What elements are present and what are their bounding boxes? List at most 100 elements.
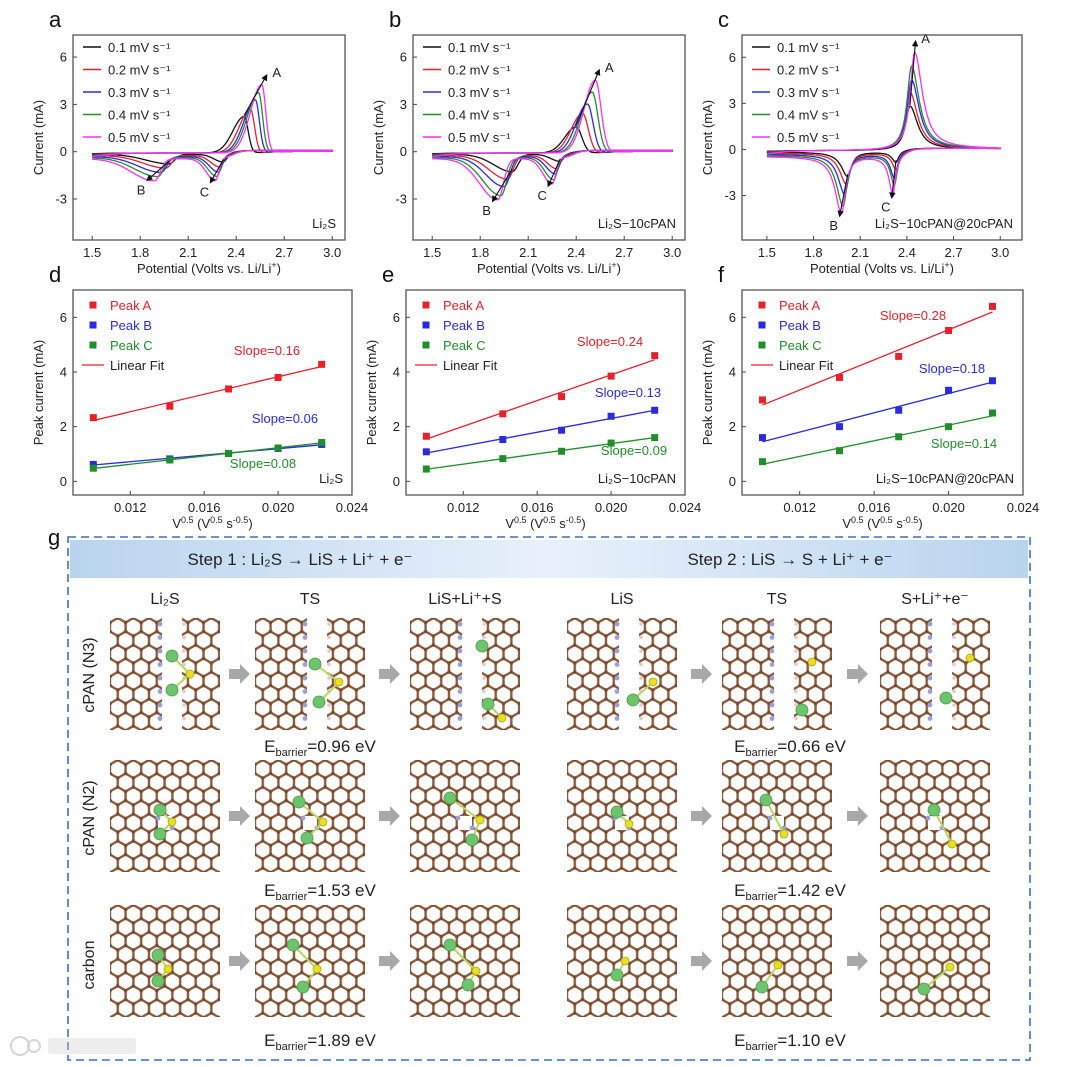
reaction-arrow-icon bbox=[847, 664, 868, 684]
sulfur-atom bbox=[779, 829, 789, 839]
hydrogen-atom bbox=[327, 622, 331, 626]
x-tick-label: 1.5 bbox=[83, 245, 101, 260]
peak-shift-arrow bbox=[491, 168, 513, 203]
hydrogen-atom bbox=[482, 662, 486, 667]
lithium-atom bbox=[939, 691, 953, 705]
peak-shift-arrow bbox=[909, 39, 919, 105]
x-tick-label: 2.4 bbox=[898, 245, 916, 260]
peak-label-B: B bbox=[829, 218, 838, 233]
lithium-atom bbox=[755, 980, 769, 994]
reaction-arrow-icon bbox=[379, 951, 400, 971]
plot-frame bbox=[412, 34, 686, 241]
y-tick-label: 3 bbox=[400, 97, 407, 112]
peak-label-A: A bbox=[921, 31, 930, 46]
x-tick-label: 2.7 bbox=[615, 245, 633, 260]
structure-row2-col5 bbox=[722, 760, 832, 872]
energy-barrier-label: Ebarrier=0.96 eV bbox=[264, 737, 376, 759]
y-axis-label: Current (mA) bbox=[700, 100, 715, 175]
data-point bbox=[318, 439, 326, 447]
x-tick-label: 3.0 bbox=[323, 245, 341, 260]
panel-label-b: b bbox=[389, 7, 401, 32]
lithium-atom bbox=[475, 639, 489, 653]
lattice-gap bbox=[162, 616, 182, 732]
sulfur-atom bbox=[945, 962, 955, 972]
legend-label: 0.2 mV s⁻¹ bbox=[448, 63, 511, 78]
hydrogen-atom bbox=[639, 676, 643, 680]
nitrogen-atom bbox=[457, 621, 463, 627]
lithium-atom bbox=[795, 703, 809, 717]
lattice-gap bbox=[462, 616, 482, 732]
data-point bbox=[988, 377, 996, 385]
peak-label-C: C bbox=[537, 188, 546, 203]
legend-label: 0.1 mV s⁻¹ bbox=[777, 40, 840, 55]
nitrogen-atom bbox=[614, 716, 620, 721]
data-point bbox=[836, 373, 844, 381]
nitrogen-atom bbox=[157, 621, 163, 627]
structure-row3-col5 bbox=[722, 905, 832, 1017]
nitrogen-atom bbox=[157, 675, 163, 681]
bond bbox=[765, 799, 785, 835]
nitrogen-atom bbox=[157, 702, 163, 708]
hydrogen-atom bbox=[639, 703, 643, 707]
legend-label: 0.1 mV s⁻¹ bbox=[448, 40, 511, 55]
lattice-gap bbox=[307, 616, 327, 732]
sample-label: Li₂S−10cPAN bbox=[598, 471, 676, 486]
y-tick-label: 6 bbox=[60, 310, 67, 325]
data-point bbox=[945, 423, 953, 431]
data-point bbox=[89, 464, 97, 472]
x-tick-label: 2.7 bbox=[945, 245, 963, 260]
legend-marker bbox=[89, 341, 97, 349]
carbon-lattice bbox=[880, 905, 990, 1017]
nitrogen-atom bbox=[769, 702, 775, 708]
hydrogen-atom bbox=[182, 716, 186, 721]
sulfur-atom bbox=[318, 817, 328, 827]
x-tick-label: 3.0 bbox=[663, 245, 681, 260]
data-point bbox=[422, 448, 430, 456]
y-axis-label: Current (mA) bbox=[31, 100, 46, 175]
legend-label: Peak B bbox=[443, 318, 485, 333]
legend-label: Peak B bbox=[110, 318, 152, 333]
legend-marker bbox=[89, 301, 97, 309]
y-tick-label: 0 bbox=[729, 474, 736, 489]
data-point bbox=[758, 434, 766, 442]
hydrogen-atom bbox=[794, 676, 798, 680]
hydrogen-atom bbox=[482, 716, 486, 721]
legend-label: 0.3 mV s⁻¹ bbox=[448, 85, 511, 100]
lithium-atom bbox=[308, 657, 322, 671]
y-tick-label: 2 bbox=[393, 419, 400, 434]
x-tick-label: 2.1 bbox=[179, 245, 197, 260]
lithium-atom bbox=[296, 980, 310, 994]
chart-c: c 1.5 1.8 2.1 2.4 2.7 3.0 -3 0 3 6 Potential (Volts… bbox=[700, 7, 1023, 276]
chart-d: d 0.012 0.016 0.020 0.024 0 2 4 6 V0.5 (V0.5 s-0.… bbox=[31, 262, 368, 531]
row-label: cPAN (N3) bbox=[81, 637, 98, 712]
lithium-atom bbox=[165, 649, 179, 663]
x-tick-label: 1.8 bbox=[131, 245, 149, 260]
panel-label-g: g bbox=[48, 525, 60, 550]
x-tick-label: 0.020 bbox=[595, 500, 628, 515]
data-point bbox=[558, 447, 566, 455]
nitrogen-atom bbox=[157, 716, 163, 721]
sulfur-atom bbox=[312, 964, 322, 974]
lithium-atom bbox=[165, 683, 179, 697]
legend-marker bbox=[89, 321, 97, 329]
structure-row3-col3 bbox=[410, 905, 520, 1017]
step2-header: Step 2 : LiS → S + Li⁺ + e⁻ bbox=[687, 550, 892, 569]
energy-barrier-label: Ebarrier=1.53 eV bbox=[264, 881, 376, 903]
hydrogen-atom bbox=[794, 703, 798, 707]
mechanism-panel: g Step 1 : Li₂S → LiS + Li⁺ + e⁻ Step 2 … bbox=[48, 525, 1031, 1061]
legend-marker bbox=[422, 341, 430, 349]
data-point bbox=[274, 444, 282, 452]
lattice-gap bbox=[619, 616, 639, 732]
hydrogen-atom bbox=[182, 649, 186, 653]
slope-label: Slope=0.06 bbox=[252, 411, 318, 426]
y-tick-label: -3 bbox=[724, 188, 736, 203]
hydrogen-atom bbox=[639, 662, 643, 667]
data-point bbox=[945, 386, 953, 394]
nitrogen-atom bbox=[302, 621, 308, 627]
linear-fit-line bbox=[426, 436, 655, 470]
sulfur-atom bbox=[648, 677, 658, 687]
data-point bbox=[89, 414, 97, 422]
data-point bbox=[422, 465, 430, 473]
y-tick-label: 0 bbox=[393, 474, 400, 489]
legend-label: Peak C bbox=[110, 338, 153, 353]
